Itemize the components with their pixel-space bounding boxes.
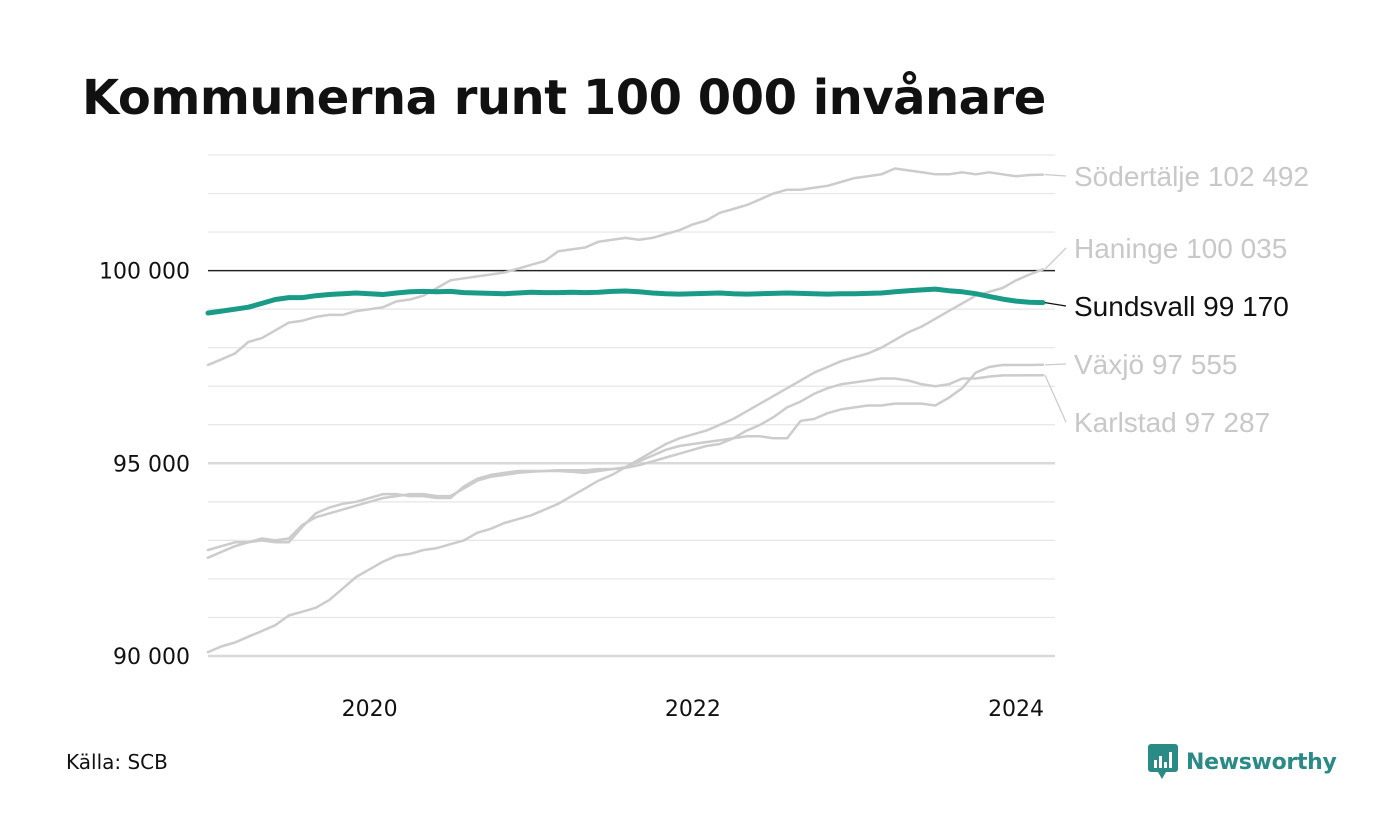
label-connector-sundsvall	[1044, 301, 1067, 307]
series-line-södertälje	[206, 167, 1045, 367]
x-tick-label-2: 2024	[988, 697, 1044, 722]
series-label-växjö: Växjö 97 555	[1074, 349, 1237, 380]
x-axis-ticks: 2020 2022 2024	[342, 697, 1044, 722]
newsworthy-logo-icon	[1148, 744, 1178, 779]
y-tick-label-0: 90 000	[113, 645, 190, 670]
brand-logo: Newsworthy	[1148, 742, 1337, 782]
label-connector-karlstad	[1044, 374, 1067, 423]
series-labels: Södertälje 102 492 Haninge 100 035 Sundsva…	[1044, 161, 1309, 438]
series-line-karlstad	[206, 373, 1045, 559]
y-tick-label-2: 100 000	[99, 260, 190, 285]
y-tick-label-1: 95 000	[113, 452, 190, 477]
series-label-karlstad: Karlstad 97 287	[1074, 407, 1270, 438]
series-lines	[205, 167, 1046, 654]
x-tick-label-1: 2022	[665, 697, 721, 722]
series-label-sundsvall: Sundsvall 99 170	[1074, 291, 1289, 322]
series-line-sundsvall	[205, 286, 1046, 316]
series-line-växjö	[206, 363, 1045, 552]
series-line-haninge	[206, 268, 1045, 654]
series-label-haninge: Haninge 100 035	[1074, 233, 1287, 264]
chart-title: Kommunerna runt 100 000 invånare	[82, 70, 1046, 126]
source-note: Källa: SCB	[66, 750, 168, 774]
y-axis-ticks: 90 000 95 000 100 000	[99, 260, 190, 670]
label-connector-södertälje	[1044, 173, 1067, 177]
x-tick-label-0: 2020	[342, 697, 398, 722]
series-label-södertälje: Södertälje 102 492	[1074, 161, 1309, 192]
label-connector-haninge	[1044, 247, 1067, 270]
brand-name: Newsworthy	[1186, 749, 1337, 775]
label-connector-växjö	[1044, 363, 1067, 366]
